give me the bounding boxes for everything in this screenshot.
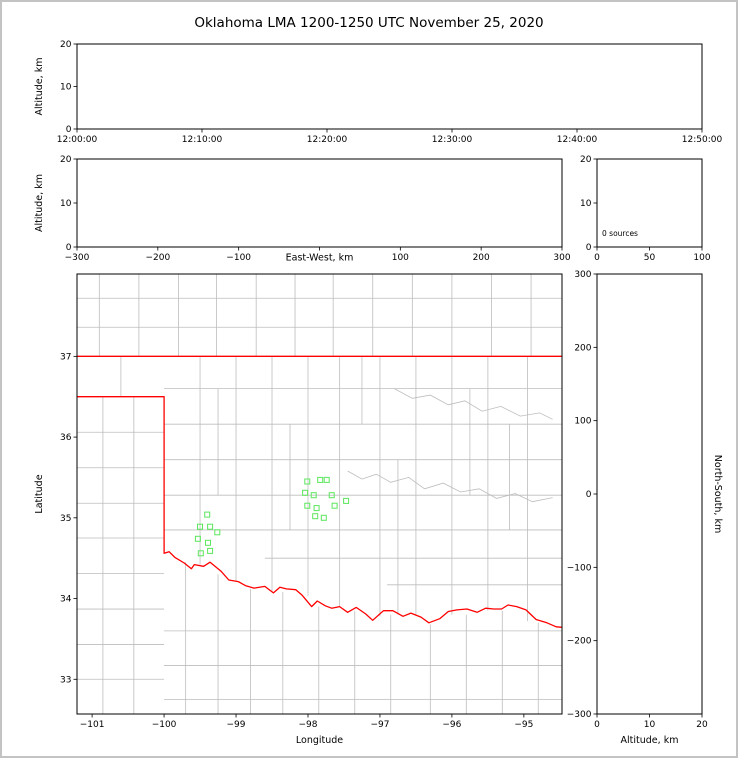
lma-station-marker: [323, 476, 330, 483]
lma-station-marker: [331, 502, 338, 509]
time_height-x-tick-label: 12:30:00: [432, 135, 473, 145]
ns_height-y-tick-label: 300: [574, 270, 591, 280]
lma-station-marker: [207, 547, 214, 554]
time_height-x-tick-label: 12:50:00: [682, 135, 723, 145]
lma-station-marker: [197, 550, 204, 557]
lma-station-marker: [320, 514, 327, 521]
plan_view_map-y-tick-label: 37: [60, 352, 71, 362]
source_histogram-y-tick-label: 20: [580, 155, 592, 165]
lma-station-marker: [207, 523, 214, 530]
map-content: [77, 274, 562, 714]
ns_height-y-tick-label: 100: [574, 417, 591, 427]
source_histogram-x-tick-label: 0: [594, 253, 600, 263]
plan_view_map-x-tick-label: −99: [227, 720, 246, 730]
time_height-x-tick-label: 12:10:00: [182, 135, 223, 145]
source_histogram-x-tick-label: 50: [644, 253, 656, 263]
time_height-y-tick-label: 0: [66, 125, 72, 135]
ns_height-x-tick-label: 10: [644, 720, 656, 730]
ew_height-x-tick-label: −200: [145, 253, 170, 263]
chart-title: Oklahoma LMA 1200-1250 UTC November 25, …: [194, 15, 544, 31]
lma-station-marker: [328, 492, 335, 499]
time_height-y-tick-label: 20: [60, 40, 72, 50]
lma-station-marker: [194, 535, 201, 542]
plan_view_map-y-tick-label: 35: [60, 514, 71, 524]
ew_height-x-tick-label: −300: [65, 253, 90, 263]
source_histogram-y-tick-label: 0: [586, 243, 592, 253]
ew_height-x-tick-label: 300: [553, 253, 570, 263]
lma-station-marker: [310, 492, 317, 499]
ew_height-x-tick-label: 200: [473, 253, 490, 263]
plan_view_map-x-tick-label: −98: [298, 720, 317, 730]
oklahoma-state-border: [77, 355, 562, 628]
plan_view_map-x-tick-label: −97: [370, 720, 389, 730]
source-count-annotation: 0 sources: [602, 229, 638, 238]
source_histogram-x-tick-label: 100: [693, 253, 710, 263]
plan_view_map-y-tick-label: 34: [60, 595, 72, 605]
county-lines: [77, 274, 562, 714]
ns_height-x-tick-label: 20: [696, 720, 708, 730]
source_histogram-axes: 0 50 100 0 10 20 0 sources: [580, 155, 711, 263]
river-lines: [347, 388, 553, 503]
plan_view_map-ylabel: Latitude: [34, 474, 45, 513]
ew_height-ylabel: Altitude, km: [34, 174, 45, 232]
ew_height-y-tick-label: 20: [60, 155, 72, 165]
lma-station-marker: [317, 476, 324, 483]
plan_view_map-x-tick-label: −95: [514, 720, 533, 730]
ew_height-x-tick-label: −100: [226, 253, 251, 263]
ns_height-y-tick-label: −300: [567, 710, 592, 720]
map-xlabel: Longitude: [296, 735, 343, 746]
lma-stations: [194, 476, 350, 557]
time_height-axes: 12:00:00 12:10:00 12:20:00 12:30:00 12:40:00…: [34, 40, 722, 145]
ns_height-axes: 0 10 20 −300 −200 −100 0 100 200 300 Altitude, km N…: [567, 270, 723, 746]
time_height-x-tick-label: 12:40:00: [557, 135, 598, 145]
time_height-ylabel: Altitude, km: [34, 58, 45, 116]
time_height-x-tick-label: 12:20:00: [307, 135, 348, 145]
lma-station-marker: [204, 511, 211, 518]
ns_height-x-tick-label: 0: [594, 720, 600, 730]
lma-station-marker: [304, 478, 311, 485]
plan_view_map-y-tick-label: 33: [60, 675, 71, 685]
lma-station-marker: [214, 529, 221, 536]
lma-station-marker: [313, 505, 320, 512]
ew_height-x-tick-label: 100: [392, 253, 409, 263]
lma-station-marker: [302, 489, 309, 496]
lma-station-marker: [343, 497, 350, 504]
ns_height-y-tick-label: 200: [574, 343, 591, 353]
time_height-x-tick-label: 12:00:00: [57, 135, 98, 145]
plan_view_map-x-tick-label: −101: [80, 720, 105, 730]
plan_view_map-x-tick-label: −96: [442, 720, 461, 730]
lma-station-marker: [205, 539, 211, 546]
plan_view_map-y-tick-label: 36: [60, 433, 72, 443]
source_histogram-y-tick-label: 10: [580, 199, 592, 209]
plan_view_map-axes: −101 −100 −99 −98 −97 −96 −95 33 34 35 36 37 Longitu…: [34, 273, 563, 746]
ns_height-y-tick-label: −100: [567, 563, 592, 573]
ns_height-y-tick-label: −200: [567, 637, 592, 647]
ew-xlabel: East-West, km: [286, 253, 354, 264]
ew_height-y-tick-label: 10: [60, 199, 72, 209]
ns_height-y-tick-label: 0: [586, 490, 592, 500]
ew_height-y-tick-label: 0: [66, 243, 72, 253]
ns-xlabel: Altitude, km: [621, 735, 679, 746]
ns-ylabel-right: North-South, km: [712, 455, 723, 533]
lma-station-marker: [304, 502, 311, 509]
plan_view_map-x-tick-label: −100: [152, 720, 177, 730]
lma-station-marker: [197, 523, 203, 530]
lma-station-marker: [312, 513, 319, 520]
time_height-y-tick-label: 10: [60, 83, 72, 93]
ew_height-axes: −300−200−100010020030001020East-West, km…: [34, 155, 571, 264]
